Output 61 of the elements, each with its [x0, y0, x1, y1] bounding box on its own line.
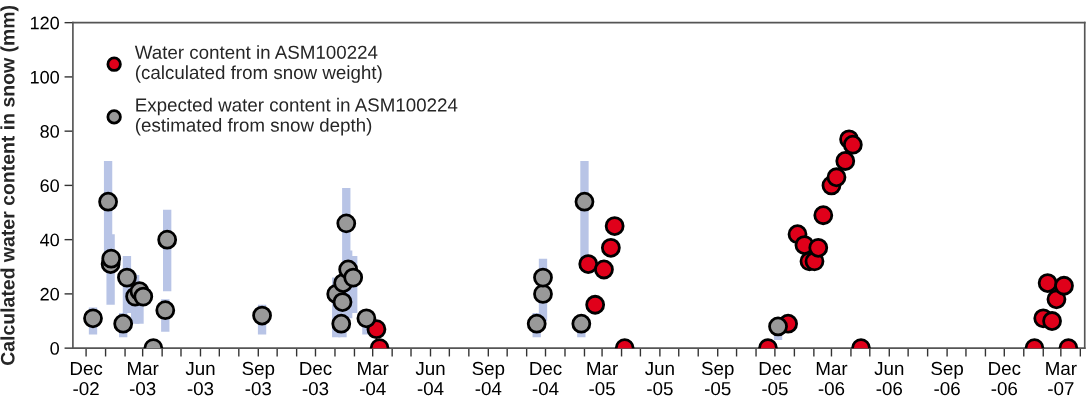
point — [113, 313, 134, 334]
point — [600, 237, 621, 258]
x-tick-label: Dec -05 — [759, 362, 792, 396]
x-tick-label: Sep -05 — [701, 361, 734, 396]
point — [574, 191, 595, 212]
x-tick-label: Sep -04 — [472, 361, 505, 396]
legend-label: Expected water content in ASM100224 (estimated from snow depth) — [135, 97, 458, 136]
point — [594, 259, 614, 280]
x-tick-label: Mar -05 — [587, 362, 618, 396]
x-tick-label: Sep -03 — [242, 361, 275, 396]
y-tick-label: 60 — [40, 179, 59, 193]
point — [83, 308, 103, 329]
x-tick-label: Dec -03 — [300, 362, 332, 396]
point — [578, 254, 599, 274]
point — [533, 267, 553, 288]
y-tick-label: 100 — [30, 70, 59, 84]
legend-label: Water content in ASM100224 (calculated from snow weight) — [134, 45, 382, 83]
x-tick-label: Sep -06 — [931, 361, 963, 396]
x-tick-label: Jun -06 — [874, 362, 904, 396]
point — [252, 305, 272, 326]
y-axis-title: Calculated water content in snow (mm) — [0, 5, 19, 366]
point — [332, 292, 353, 312]
point — [1054, 275, 1074, 296]
y-tick-label: 40 — [40, 233, 59, 247]
y-tick-label: 20 — [40, 287, 59, 301]
y-tick-label: 0 — [50, 342, 59, 355]
point — [133, 286, 154, 307]
x-tick-label: Jun -04 — [415, 362, 445, 396]
point — [526, 313, 547, 334]
x-tick-label: Jun -05 — [645, 362, 674, 396]
point — [826, 167, 847, 188]
point — [533, 284, 553, 304]
point — [331, 313, 352, 334]
x-tick-label: Mar -07 — [1046, 362, 1077, 396]
y-tick-label: 80 — [40, 125, 59, 138]
point — [585, 294, 606, 315]
point — [336, 213, 357, 234]
point — [155, 300, 176, 321]
x-tick-label: Mar -04 — [358, 362, 389, 396]
point — [808, 237, 829, 258]
point — [356, 308, 377, 329]
x-tick-label: Mar -03 — [128, 362, 159, 396]
point — [1042, 311, 1062, 331]
point — [835, 151, 856, 171]
point — [157, 229, 178, 250]
point — [98, 191, 118, 212]
x-tick-label: Mar -06 — [816, 362, 848, 396]
point — [343, 267, 364, 288]
point — [101, 248, 122, 269]
point — [571, 313, 592, 334]
x-tick-label: Jun -03 — [185, 362, 215, 396]
point — [842, 134, 863, 155]
x-tick-label: Dec -06 — [989, 362, 1021, 396]
point — [768, 316, 788, 337]
x-tick-label: Dec -02 — [70, 362, 103, 396]
point — [117, 267, 137, 288]
point — [1037, 273, 1058, 293]
y-tick-label: 120 — [30, 16, 59, 30]
point — [604, 216, 625, 236]
x-tick-label: Dec -04 — [530, 362, 562, 396]
point — [813, 205, 834, 226]
